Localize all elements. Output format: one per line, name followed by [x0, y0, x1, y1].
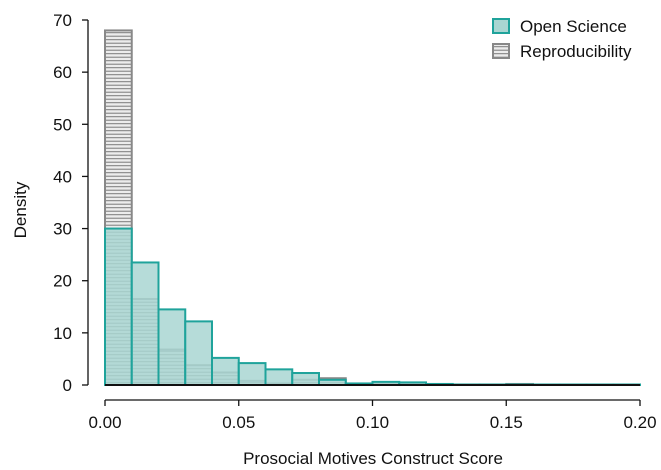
y-tick-label: 40 [53, 167, 72, 186]
histogram-bar [211, 356, 240, 386]
y-tick-label: 50 [53, 115, 72, 134]
legend-label: Open Science [520, 17, 627, 36]
x-tick-label: 0.05 [222, 413, 255, 432]
histogram-bar [130, 261, 160, 387]
histogram-bar [264, 368, 294, 387]
legend-swatch [492, 18, 510, 34]
y-tick-label: 0 [63, 376, 72, 395]
x-tick-label: 0.20 [623, 413, 656, 432]
histogram-bar [157, 308, 187, 386]
series-open-science [104, 227, 641, 387]
histogram-bar [184, 320, 213, 386]
y-axis-title: Density [11, 181, 30, 238]
y-tick-label: 30 [53, 220, 72, 239]
plot-area [104, 29, 641, 387]
y-axis: 0 10 20 30 40 50 60 70 [53, 11, 89, 395]
legend: Open Science Reproducibility [492, 17, 632, 61]
histogram-bar [237, 362, 267, 387]
x-tick-label: 0.15 [490, 413, 523, 432]
histogram-bar [104, 227, 133, 386]
legend-swatch [492, 43, 510, 59]
x-axis-title: Prosocial Motives Construct Score [243, 449, 503, 468]
y-tick-label: 20 [53, 272, 72, 291]
legend-label: Reproducibility [520, 42, 632, 61]
x-axis: 0.00 0.05 0.10 0.15 0.20 [88, 399, 657, 432]
y-tick-label: 70 [53, 11, 72, 30]
x-tick-label: 0.00 [88, 413, 121, 432]
y-tick-label: 10 [53, 324, 72, 343]
y-tick-label: 60 [53, 63, 72, 82]
histogram-bar [291, 372, 320, 386]
x-tick-label: 0.10 [356, 413, 389, 432]
